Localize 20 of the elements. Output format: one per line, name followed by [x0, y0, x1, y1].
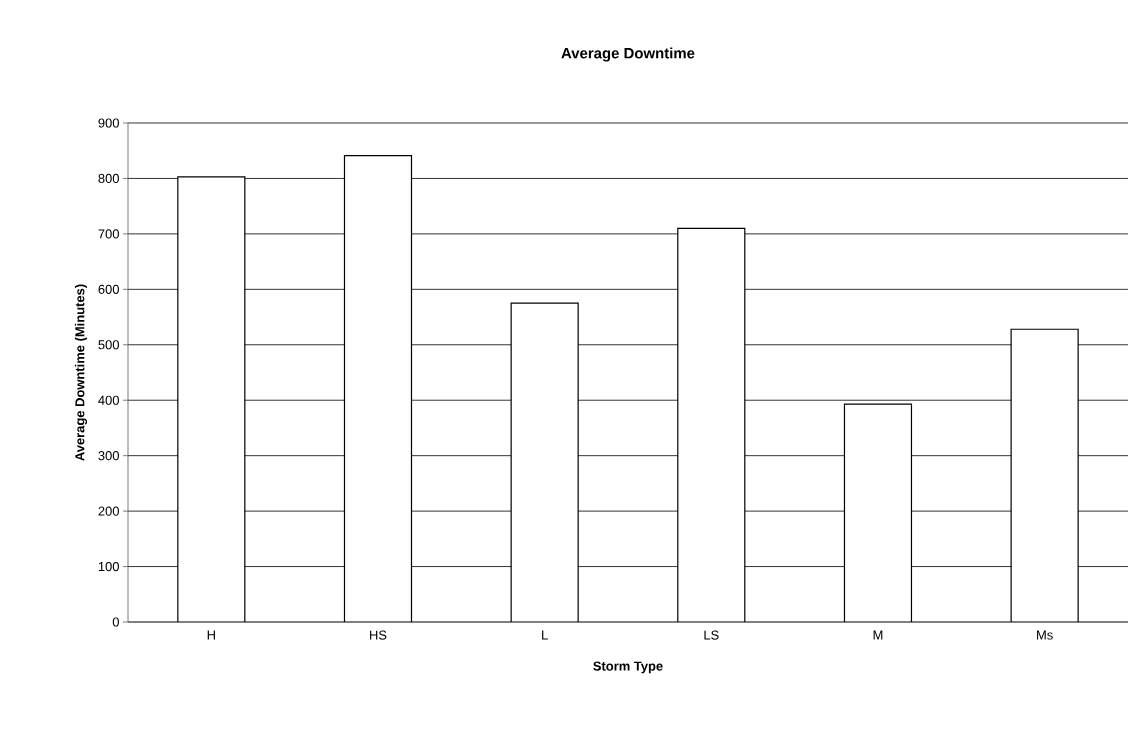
y-tick-label: 700 — [98, 229, 119, 239]
x-tick-label: HS — [370, 630, 387, 640]
x-tick-label: Ms — [1037, 630, 1053, 640]
y-tick-label: 800 — [98, 173, 119, 184]
y-tick-label: 600 — [98, 284, 119, 294]
y-axis-title: Average Downtime (Minutes) — [74, 284, 88, 461]
x-tick-label: H — [207, 630, 215, 640]
y-tick-label: 500 — [98, 340, 119, 350]
y-tick-label: 200 — [98, 506, 119, 516]
y-tick-label: 900 — [98, 118, 119, 128]
x-tick-label: M — [873, 630, 883, 640]
x-tick-label: LS — [704, 630, 719, 640]
y-tick-label: 300 — [98, 451, 119, 461]
y-tick-label: 100 — [98, 561, 119, 572]
chart-title: Average Downtime — [561, 47, 695, 62]
bar — [177, 176, 246, 622]
x-tick-label: L — [542, 630, 548, 640]
y-tick-label: 400 — [98, 395, 119, 405]
y-tick-label: 0 — [112, 617, 119, 627]
x-axis-title: Storm Type — [593, 661, 663, 674]
